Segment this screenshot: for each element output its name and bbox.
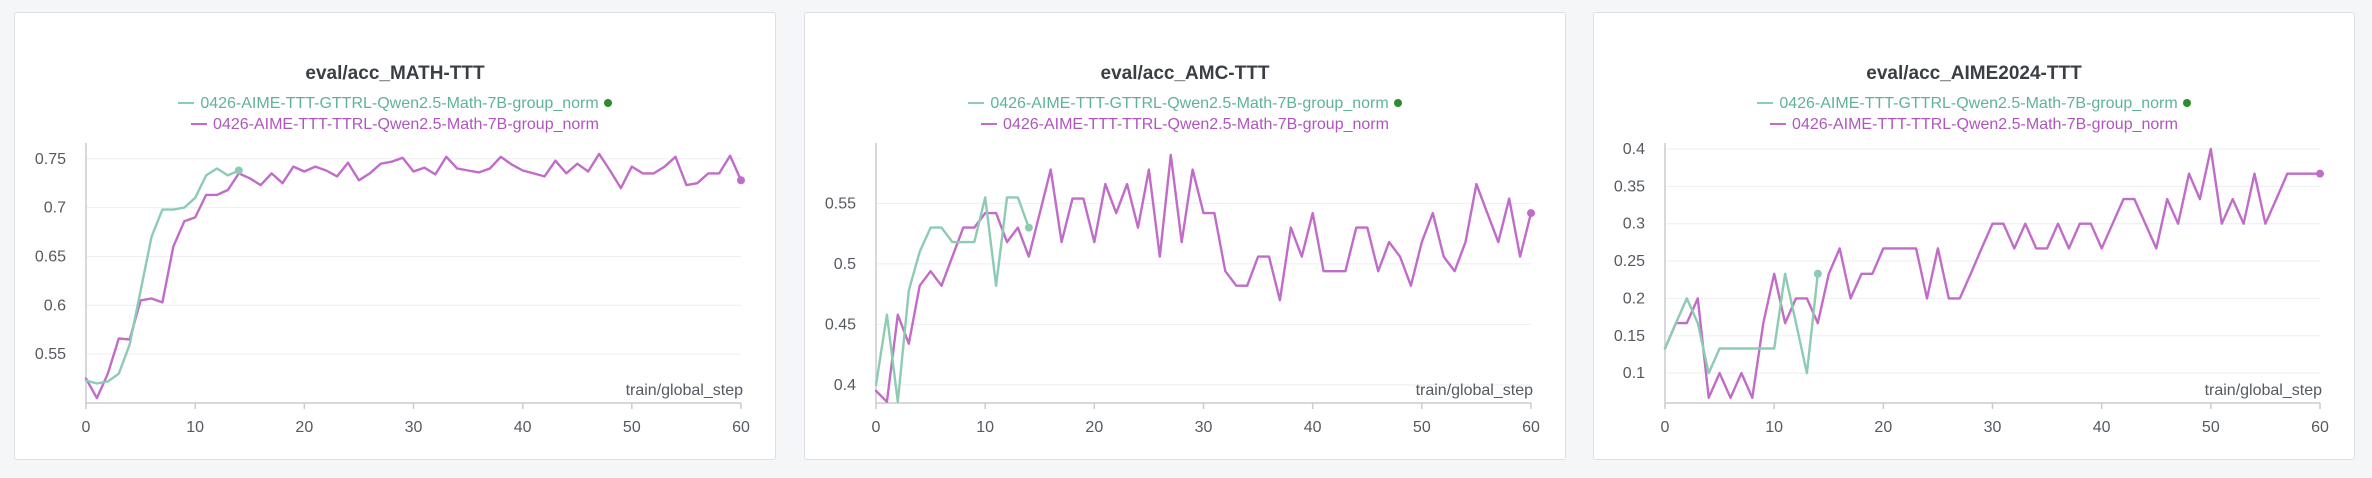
legend-swatch (191, 122, 208, 125)
chart-panel-math: 0.55 0.6 0.65 0.7 0.75 0 10 20 30 40 50 60 eval/acc… (14, 12, 776, 460)
series-line-1 (1663, 147, 2322, 399)
x-tick-label: 20 (295, 419, 313, 436)
x-tick-label: 40 (2093, 419, 2111, 436)
y-tick-label: 0.5 (834, 256, 856, 273)
series-endpoint-1 (1527, 209, 1535, 218)
chart-legend[interactable]: 0426-AIME-TTT-GTTRL-Qwen2.5-Math-7B-grou… (15, 93, 775, 135)
series-endpoint-0 (1024, 223, 1033, 232)
x-tick-label: 60 (732, 419, 750, 436)
series-line-0 (84, 167, 241, 385)
x-tick-label: 0 (82, 419, 91, 436)
x-tick-label: 60 (1522, 419, 1540, 436)
series-endpoint-0 (1813, 269, 1822, 278)
legend-status-dot (603, 98, 612, 107)
x-tick-label: 0 (1661, 419, 1670, 436)
chart-svg: 0.1 0.15 0.2 0.25 0.3 0.35 0.4 0 10 20 30 40 50 60 (1614, 141, 2329, 436)
x-axis-label: train/global_step (625, 382, 743, 399)
series-line-0 (1663, 272, 1820, 375)
x-tick-label: 40 (514, 419, 532, 436)
legend-item-ttrl[interactable]: 0426-AIME-TTT-TTRL-Qwen2.5-Math-7B-group… (805, 114, 1565, 135)
x-tick-label: 50 (623, 419, 641, 436)
x-tick-label: 10 (1765, 419, 1783, 436)
legend-label: 0426-AIME-TTT-TTRL-Qwen2.5-Math-7B-group… (1792, 116, 2178, 133)
x-tick-label: 20 (1874, 419, 1892, 436)
legend-swatch (1770, 122, 1787, 125)
y-tick-label: 0.4 (834, 377, 856, 394)
legend-label: 0426-AIME-TTT-GTTRL-Qwen2.5-Math-7B-grou… (200, 95, 599, 112)
x-tick-label: 40 (1304, 419, 1322, 436)
legend-item-ttrl[interactable]: 0426-AIME-TTT-TTRL-Qwen2.5-Math-7B-group… (15, 114, 775, 135)
legend-status-dot (1393, 98, 1402, 107)
x-tick-label: 50 (2202, 419, 2220, 436)
legend-label: 0426-AIME-TTT-TTRL-Qwen2.5-Math-7B-group… (1003, 116, 1389, 133)
y-tick-label: 0.55 (35, 346, 66, 363)
chart-title: eval/acc_AMC-TTT (1100, 63, 1270, 84)
legend-swatch (178, 101, 195, 104)
y-tick-label: 0.6 (44, 297, 66, 314)
series-endpoint-0 (234, 166, 243, 175)
y-tick-label: 0.2 (1623, 290, 1645, 307)
y-tick-label: 0.7 (44, 200, 66, 217)
legend-item-gttrl[interactable]: 0426-AIME-TTT-GTTRL-Qwen2.5-Math-7B-grou… (1594, 93, 2354, 114)
y-tick-label: 0.3 (1623, 216, 1645, 233)
x-tick-label: 60 (2311, 419, 2329, 436)
series-line-0 (874, 196, 1031, 403)
y-tick-label: 0.55 (825, 195, 856, 212)
x-tick-label: 20 (1085, 419, 1103, 436)
series-line-1 (874, 153, 1533, 403)
legend-swatch (981, 122, 998, 125)
legend-label: 0426-AIME-TTT-GTTRL-Qwen2.5-Math-7B-grou… (1779, 95, 2178, 112)
x-tick-label: 30 (1984, 419, 2002, 436)
legend-swatch (1757, 101, 1774, 104)
legend-item-gttrl[interactable]: 0426-AIME-TTT-GTTRL-Qwen2.5-Math-7B-grou… (15, 93, 775, 114)
legend-swatch (968, 101, 985, 104)
x-tick-label: 50 (1413, 419, 1431, 436)
y-tick-label: 0.75 (35, 151, 66, 168)
x-tick-label: 10 (976, 419, 994, 436)
series-endpoint-1 (2316, 169, 2324, 178)
y-tick-label: 0.15 (1614, 328, 1645, 345)
legend-label: 0426-AIME-TTT-TTRL-Qwen2.5-Math-7B-group… (213, 116, 599, 133)
legend-status-dot (2182, 98, 2191, 107)
y-tick-label: 0.4 (1623, 141, 1645, 158)
x-axis-label: train/global_step (2204, 382, 2322, 399)
chart-svg: 0.55 0.6 0.65 0.7 0.75 0 10 20 30 40 50 60 (35, 143, 750, 436)
chart-panel-amc: 0.4 0.45 0.5 0.55 0 10 20 30 40 50 60 eval/acc_AMC… (804, 12, 1566, 460)
y-tick-label: 0.25 (1614, 253, 1645, 270)
chart-legend[interactable]: 0426-AIME-TTT-GTTRL-Qwen2.5-Math-7B-grou… (1594, 93, 2354, 135)
chart-title: eval/acc_AIME2024-TTT (1866, 63, 2082, 84)
y-tick-label: 0.45 (825, 316, 856, 333)
legend-item-ttrl[interactable]: 0426-AIME-TTT-TTRL-Qwen2.5-Math-7B-group… (1594, 114, 2354, 135)
x-tick-label: 30 (1195, 419, 1213, 436)
series-endpoint-1 (737, 176, 745, 185)
chart-svg: 0.4 0.45 0.5 0.55 0 10 20 30 40 50 60 (825, 143, 1540, 436)
x-tick-label: 0 (872, 419, 881, 436)
legend-item-gttrl[interactable]: 0426-AIME-TTT-GTTRL-Qwen2.5-Math-7B-grou… (805, 93, 1565, 114)
legend-label: 0426-AIME-TTT-GTTRL-Qwen2.5-Math-7B-grou… (990, 95, 1389, 112)
x-tick-label: 10 (186, 419, 204, 436)
y-tick-label: 0.1 (1623, 365, 1645, 382)
series-line-1 (84, 152, 743, 400)
y-tick-label: 0.65 (35, 248, 66, 265)
x-axis-label: train/global_step (1415, 382, 1533, 399)
y-tick-label: 0.35 (1614, 178, 1645, 195)
x-tick-label: 30 (405, 419, 423, 436)
chart-panel-aime2024: 0.1 0.15 0.2 0.25 0.3 0.35 0.4 0 10 20 30 40 50 60 ev… (1593, 12, 2355, 460)
chart-legend[interactable]: 0426-AIME-TTT-GTTRL-Qwen2.5-Math-7B-grou… (805, 93, 1565, 135)
chart-title: eval/acc_MATH-TTT (305, 63, 485, 84)
